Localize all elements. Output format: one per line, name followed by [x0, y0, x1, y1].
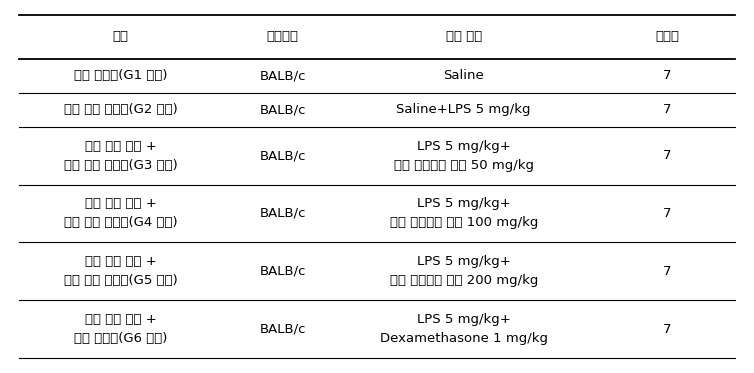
- Text: BALB/c: BALB/c: [259, 149, 306, 162]
- Text: 7: 7: [663, 69, 672, 82]
- Text: 7: 7: [663, 323, 672, 336]
- Text: LPS 5 mg/kg+
감초 동결건조 분말 50 mg/kg: LPS 5 mg/kg+ 감초 동결건조 분말 50 mg/kg: [394, 140, 534, 172]
- Text: BALB/c: BALB/c: [259, 207, 306, 220]
- Text: BALB/c: BALB/c: [259, 265, 306, 278]
- Text: Saline+LPS 5 mg/kg: Saline+LPS 5 mg/kg: [397, 103, 531, 116]
- Text: LPS 5 mg/kg+
감초 동결건조 분말 200 mg/kg: LPS 5 mg/kg+ 감초 동결건조 분말 200 mg/kg: [390, 255, 538, 287]
- Text: 염증 반응 유도 +
감초 분말 처리구(G3 그룹): 염증 반응 유도 + 감초 분말 처리구(G3 그룹): [64, 140, 177, 172]
- Text: 그룹: 그룹: [112, 30, 129, 43]
- Text: 정상 대조구(G1 그룹): 정상 대조구(G1 그룹): [74, 69, 167, 82]
- Text: LPS 5 mg/kg+
감초 동결건조 분말 100 mg/kg: LPS 5 mg/kg+ 감초 동결건조 분말 100 mg/kg: [390, 197, 538, 229]
- Text: 7: 7: [663, 103, 672, 116]
- Text: 7: 7: [663, 207, 672, 220]
- Text: 7: 7: [663, 149, 672, 162]
- Text: 염증 반응 유도 +
감초 분말 처리구(G5 그룹): 염증 반응 유도 + 감초 분말 처리구(G5 그룹): [64, 255, 177, 287]
- Text: 투여 물질: 투여 물질: [446, 30, 482, 43]
- Text: 7: 7: [663, 265, 672, 278]
- Text: BALB/c: BALB/c: [259, 103, 306, 116]
- Text: 염증 반응 유도구(G2 그룹): 염증 반응 유도구(G2 그룹): [64, 103, 177, 116]
- Text: Saline: Saline: [443, 69, 484, 82]
- Text: 개체수: 개체수: [655, 30, 679, 43]
- Text: BALB/c: BALB/c: [259, 69, 306, 82]
- Text: 염증 반응 유도 +
양성 대조구(G6 그룹): 염증 반응 유도 + 양성 대조구(G6 그룹): [74, 313, 167, 345]
- Text: LPS 5 mg/kg+
Dexamethasone 1 mg/kg: LPS 5 mg/kg+ Dexamethasone 1 mg/kg: [380, 313, 547, 345]
- Text: 염증 반응 유도 +
감초 분말 처리구(G4 그룹): 염증 반응 유도 + 감초 분말 처리구(G4 그룹): [64, 197, 177, 229]
- Text: 실험동물: 실험동물: [267, 30, 299, 43]
- Text: BALB/c: BALB/c: [259, 323, 306, 336]
